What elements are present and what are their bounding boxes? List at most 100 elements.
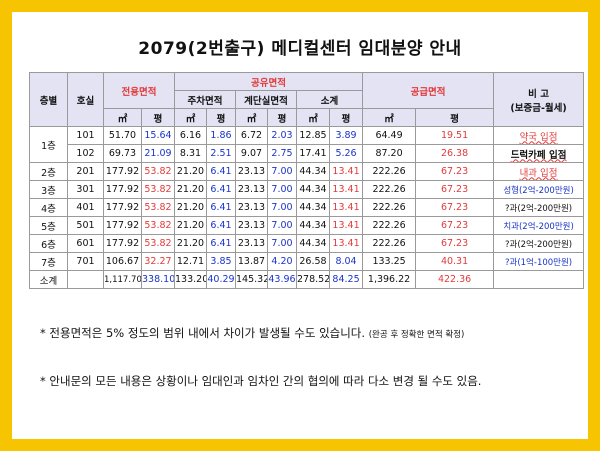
area-table: 층별 호실 전용면적 공유면적 공급면적 비 고 (보증금-월세) 주차면적 계… xyxy=(29,72,585,289)
cell-sub-m2: 17.41 xyxy=(296,144,330,163)
cell-floor: 2층 xyxy=(29,162,68,181)
cell-unit: 401 xyxy=(67,198,104,217)
cell-ex-m2: 177.92 xyxy=(103,162,142,181)
cell-total-st-m2: 145.32 xyxy=(235,270,268,289)
cell-sup-m2: 64.49 xyxy=(362,126,417,145)
cell-pk-py: 6.41 xyxy=(206,162,236,181)
cell-unit: 501 xyxy=(67,216,104,235)
cell-sub-py: 13.41 xyxy=(328,198,364,217)
cell-sup-m2: 222.26 xyxy=(362,180,417,199)
cell-sub-py: 13.41 xyxy=(328,180,364,199)
total-row: 소계 1,117.70 338.10 133.20 40.29 145.32 4… xyxy=(29,270,585,289)
cell-sub-py: 13.41 xyxy=(328,234,364,253)
cell-st-m2: 23.13 xyxy=(235,198,268,217)
cell-sup-py: 67.23 xyxy=(415,216,495,235)
cell-total-sub-m2: 278.52 xyxy=(296,270,330,289)
cell-st-m2: 9.07 xyxy=(235,144,268,163)
cell-sub-py: 3.89 xyxy=(328,126,364,145)
cell-sup-m2: 222.26 xyxy=(362,216,417,235)
unit-m2: ㎡ xyxy=(235,108,268,127)
note-area-text: * 전용면적은 5% 정도의 범위 내에서 차이가 발생될 수도 있습니다. xyxy=(40,326,366,340)
unit-pyeong: 평 xyxy=(415,108,495,127)
cell-total-sup-m2: 1,396.22 xyxy=(362,270,417,289)
cell-sup-py: 40.31 xyxy=(415,252,495,271)
cell-pk-py: 6.41 xyxy=(206,198,236,217)
cell-floor: 3층 xyxy=(29,180,68,199)
cell-pk-m2: 21.20 xyxy=(174,180,207,199)
header-stairs: 계단실면적 xyxy=(235,90,297,109)
cell-sup-py: 67.23 xyxy=(415,198,495,217)
cell-total-ex-m2: 1,117.70 xyxy=(103,270,142,289)
table-row: 102 69.73 21.09 8.31 2.51 9.07 2.75 17.4… xyxy=(30,144,585,163)
cell-st-m2: 23.13 xyxy=(235,162,268,181)
cell-sup-m2: 87.20 xyxy=(362,144,417,163)
cell-sub-m2: 44.34 xyxy=(296,180,330,199)
cell-note: 성형(2억-200만원) xyxy=(493,180,585,199)
cell-ex-py: 53.82 xyxy=(141,180,175,199)
cell-pk-m2: 6.16 xyxy=(174,126,207,145)
cell-sup-py: 67.23 xyxy=(415,162,495,181)
cell-st-py: 2.03 xyxy=(267,126,297,145)
cell-pk-m2: 21.20 xyxy=(174,234,207,253)
cell-empty xyxy=(67,270,104,289)
cell-sup-m2: 222.26 xyxy=(362,162,417,181)
cell-ex-py: 21.09 xyxy=(141,144,175,163)
cell-pk-py: 2.51 xyxy=(206,144,236,163)
cell-ex-py: 53.82 xyxy=(141,198,175,217)
cell-empty xyxy=(493,270,585,289)
cell-ex-py: 53.82 xyxy=(141,234,175,253)
cell-note: 내과 입점 xyxy=(493,162,585,181)
unit-pyeong: 평 xyxy=(267,108,297,127)
header-exclusive: 전용면적 xyxy=(103,72,175,109)
note-area: * 전용면적은 5% 정도의 범위 내에서 차이가 발생될 수도 있습니다. (… xyxy=(40,325,464,341)
table-row: 2층 201 177.92 53.82 21.20 6.41 23.13 7.0… xyxy=(29,162,585,181)
cell-st-m2: 6.72 xyxy=(235,126,268,145)
table-row: 4층 401 177.92 53.82 21.20 6.41 23.13 7.0… xyxy=(29,198,585,217)
cell-ex-m2: 69.73 xyxy=(103,144,142,163)
cell-sub-m2: 44.34 xyxy=(296,162,330,181)
cell-pk-py: 6.41 xyxy=(206,234,236,253)
cell-sub-m2: 44.34 xyxy=(296,216,330,235)
cell-st-py: 7.00 xyxy=(267,198,297,217)
cell-sub-m2: 44.34 xyxy=(296,198,330,217)
cell-ex-m2: 177.92 xyxy=(103,234,142,253)
cell-st-py: 2.75 xyxy=(267,144,297,163)
header-supply: 공급면적 xyxy=(362,72,495,109)
cell-st-py: 7.00 xyxy=(267,180,297,199)
cell-pk-m2: 21.20 xyxy=(174,216,207,235)
cell-unit: 601 xyxy=(67,234,104,253)
cell-sup-py: 67.23 xyxy=(415,234,495,253)
cell-sup-py: 26.38 xyxy=(415,144,495,163)
header-remarks: 비 고 (보증금-월세) xyxy=(493,72,585,127)
cell-unit: 101 xyxy=(67,126,104,145)
table-row: 5층 501 177.92 53.82 21.20 6.41 23.13 7.0… xyxy=(29,216,585,235)
header-subtotal: 소계 xyxy=(295,90,364,109)
cell-floor: 6층 xyxy=(29,234,68,253)
table-row: 3층 301 177.92 53.82 21.20 6.41 23.13 7.0… xyxy=(29,180,585,199)
remarks-title: 비 고 xyxy=(528,88,549,100)
cell-st-py: 7.00 xyxy=(267,234,297,253)
cell-sub-m2: 44.34 xyxy=(296,234,330,253)
header-floor: 층별 xyxy=(29,72,68,127)
cell-note: 드럭카페 입점 xyxy=(493,144,585,163)
cell-total-pk-py: 40.29 xyxy=(206,270,236,289)
cell-sub-py: 13.41 xyxy=(328,216,364,235)
cell-floor: 7층 xyxy=(29,252,68,271)
cell-floor: 4층 xyxy=(29,198,68,217)
unit-pyeong: 평 xyxy=(141,108,175,127)
cell-pk-py: 6.41 xyxy=(206,216,236,235)
cell-st-py: 7.00 xyxy=(267,216,297,235)
cell-floor: 5층 xyxy=(29,216,68,235)
cell-sup-m2: 133.25 xyxy=(362,252,417,271)
cell-unit: 301 xyxy=(67,180,104,199)
cell-total-st-py: 43.96 xyxy=(267,270,297,289)
cell-note: ?과(2억-200만원) xyxy=(493,198,585,217)
cell-ex-m2: 106.67 xyxy=(103,252,142,271)
cell-ex-m2: 177.92 xyxy=(103,198,142,217)
cell-st-m2: 23.13 xyxy=(235,180,268,199)
cell-note: 치과(2억-200만원) xyxy=(493,216,585,235)
cell-ex-py: 53.82 xyxy=(141,216,175,235)
cell-sup-py: 67.23 xyxy=(415,180,495,199)
cell-sup-m2: 222.26 xyxy=(362,198,417,217)
cell-unit: 102 xyxy=(67,144,104,163)
